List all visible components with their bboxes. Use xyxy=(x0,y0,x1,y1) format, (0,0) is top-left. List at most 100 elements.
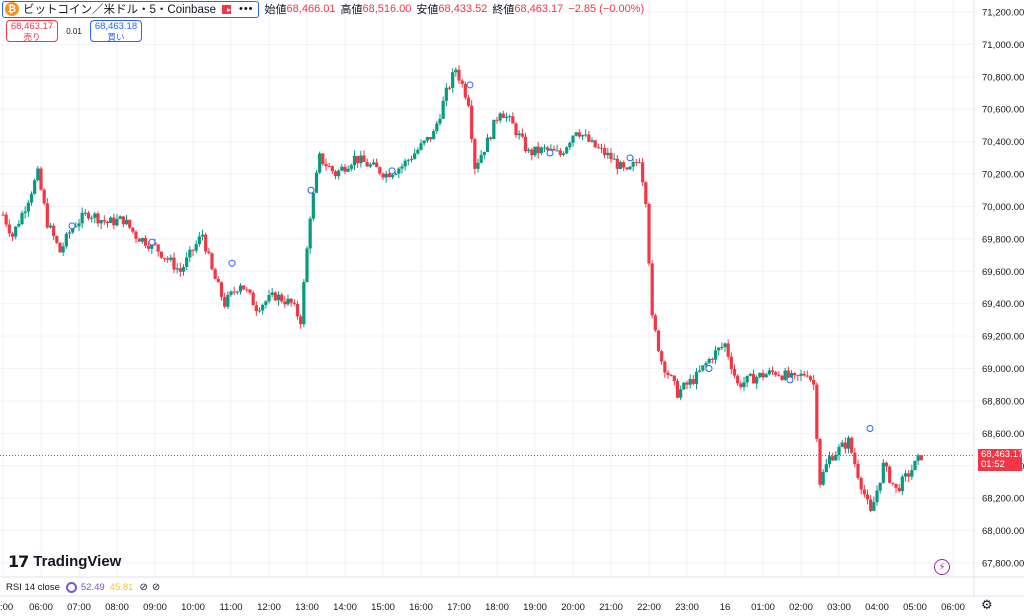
candle-down xyxy=(685,380,689,390)
candle-up xyxy=(77,218,81,232)
y-tick-label: 68,800.00 xyxy=(982,396,1024,407)
y-tick-label: 71,200.00 xyxy=(982,8,1024,19)
candle-up xyxy=(441,96,445,120)
candle-up xyxy=(913,460,917,471)
event-marker[interactable] xyxy=(866,424,874,432)
high-label: 高値 xyxy=(340,4,363,16)
candle-up xyxy=(416,147,420,155)
y-tick-label: 68,000.00 xyxy=(982,526,1024,537)
candle-down xyxy=(172,252,176,274)
candle-up xyxy=(36,166,40,182)
event-marker[interactable] xyxy=(546,149,554,157)
settings-icon[interactable]: ⚙ xyxy=(981,598,993,613)
candle-down xyxy=(210,252,214,271)
candle-up xyxy=(561,151,566,157)
symbol-selector[interactable]: ₿ ビットコイン／米ドル・5・Coinbase ••• xyxy=(2,0,259,18)
candle-up xyxy=(390,174,395,179)
candle-down xyxy=(156,244,160,257)
candle-down xyxy=(1,211,5,216)
candle-up xyxy=(454,67,458,77)
candle-up xyxy=(688,374,692,389)
candle-down xyxy=(447,86,452,91)
candle-down xyxy=(523,132,528,153)
candle-down xyxy=(232,286,236,296)
event-marker[interactable] xyxy=(626,154,634,162)
candle-down xyxy=(280,292,284,304)
x-tick-label: 18:00 xyxy=(485,602,509,613)
event-marker[interactable] xyxy=(466,81,474,89)
candle-up xyxy=(694,368,699,390)
candle-down xyxy=(599,143,604,154)
event-marker[interactable] xyxy=(68,222,76,230)
candle-up xyxy=(352,150,357,171)
candle-up xyxy=(264,300,268,309)
event-marker[interactable] xyxy=(705,365,713,373)
candle-up xyxy=(555,144,559,152)
candle-up xyxy=(679,385,683,401)
x-tick-label: :00 xyxy=(0,602,13,613)
candle-down xyxy=(96,211,100,227)
buy-button[interactable]: 68,463.18 買い xyxy=(90,20,142,42)
candle-down xyxy=(587,130,591,143)
candle-down xyxy=(131,227,135,234)
candle-up xyxy=(767,367,771,376)
event-marker[interactable] xyxy=(148,238,156,246)
close-label: 終値 xyxy=(492,4,515,16)
candle-up xyxy=(302,279,306,328)
candle-down xyxy=(289,298,293,307)
x-tick-label: 17:00 xyxy=(447,602,471,613)
x-tick-label: 12:00 xyxy=(257,602,281,613)
y-tick-label: 67,800.00 xyxy=(982,559,1024,570)
candle-down xyxy=(365,158,369,167)
candle-up xyxy=(80,207,84,229)
more-icon[interactable]: ••• xyxy=(238,3,254,15)
event-marker[interactable] xyxy=(228,259,236,267)
candle-down xyxy=(729,352,733,375)
candle-down xyxy=(536,141,540,159)
tradingview-logo[interactable]: 17 TradingView xyxy=(8,552,121,571)
candle-down xyxy=(894,483,898,493)
candle-down xyxy=(888,465,892,484)
change-value: −2.85 (−0.00%) xyxy=(568,3,645,15)
indicator-name[interactable]: RSI 14 close xyxy=(6,582,60,593)
candle-down xyxy=(121,216,125,228)
candle-up xyxy=(368,162,372,169)
candle-up xyxy=(606,147,610,160)
candle-up xyxy=(476,158,480,173)
candle-down xyxy=(865,489,870,505)
hide-icon[interactable]: ⊘ xyxy=(139,582,148,593)
last-price-value: 68,463.17 xyxy=(981,449,1024,460)
symbol-title[interactable]: ビットコイン／米ドル・5・Coinbase xyxy=(23,4,216,16)
grid xyxy=(0,0,974,577)
candle-down xyxy=(634,159,638,167)
event-marker[interactable] xyxy=(786,376,794,384)
event-marker[interactable] xyxy=(388,167,396,175)
flag-icon[interactable] xyxy=(221,4,231,14)
hide-icon-2[interactable]: ⊘ xyxy=(151,582,161,593)
x-tick-label: 06:00 xyxy=(941,602,965,613)
candle-up xyxy=(185,252,189,271)
candle-down xyxy=(219,281,224,301)
candle-up xyxy=(720,342,724,351)
bolt-icon[interactable]: ⚡ xyxy=(934,559,950,575)
candle-up xyxy=(482,151,486,160)
sell-button[interactable]: 68,463.17 売り xyxy=(6,20,58,42)
candle-down xyxy=(831,452,835,462)
candle-up xyxy=(48,222,53,229)
candle-down xyxy=(530,147,534,161)
candle-up xyxy=(226,291,230,309)
candle-down xyxy=(761,369,765,381)
y-tick-label: 69,800.00 xyxy=(982,234,1024,245)
candle-up xyxy=(422,140,426,146)
candle-down xyxy=(330,165,334,174)
event-marker[interactable] xyxy=(307,186,315,194)
candle-down xyxy=(884,461,889,472)
candle-up xyxy=(175,263,179,274)
x-tick-label: 07:00 xyxy=(67,602,91,613)
y-tick-label: 69,400.00 xyxy=(982,299,1024,310)
candle-up xyxy=(124,214,129,226)
candle-up xyxy=(109,216,113,224)
